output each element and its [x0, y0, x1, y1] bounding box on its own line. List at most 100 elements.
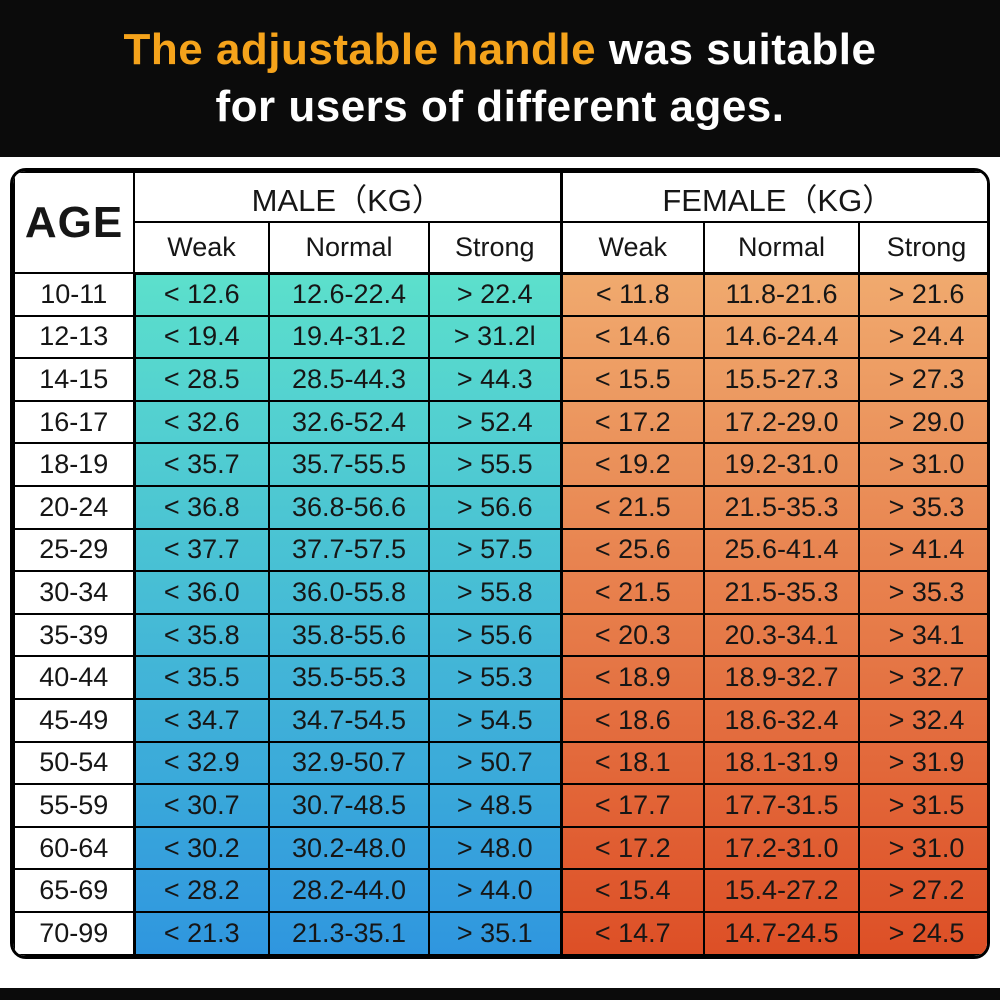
male-value-cell: > 48.5 [427, 783, 563, 828]
female-value-cell: > 29.0 [858, 399, 987, 445]
table-row: 60-64 < 30.2 30.2-48.0 > 48.0 < 17.2 17.2-31.… [13, 825, 987, 871]
male-value-cell: > 50.7 [427, 740, 563, 786]
female-value-cell: 18.6-32.4 [703, 697, 861, 743]
male-value-cell: < 35.7 [132, 442, 270, 487]
female-value-cell: 14.7-24.5 [703, 910, 861, 956]
male-value-cell: 32.6-52.4 [268, 399, 430, 445]
female-value-cell: 19.2-31.0 [703, 442, 861, 487]
male-value-cell: > 35.1 [427, 910, 563, 956]
female-value-cell: 18.1-31.9 [703, 740, 861, 786]
female-normal-header: Normal [703, 221, 861, 275]
male-value-cell: > 55.3 [427, 655, 563, 700]
title-line-1: The adjustable handle was suitable [124, 24, 877, 77]
title-line-2: for users of different ages. [215, 81, 785, 131]
female-value-cell: > 41.4 [858, 527, 987, 573]
male-value-cell: > 57.5 [427, 527, 563, 573]
male-value-cell: 19.4-31.2 [268, 314, 430, 360]
age-cell: 35-39 [13, 612, 135, 658]
female-value-cell: 21.5-35.3 [703, 484, 861, 530]
female-value-cell: > 32.4 [858, 697, 987, 743]
age-cell: 20-24 [13, 484, 135, 530]
female-value-cell: 21.5-35.3 [703, 570, 861, 615]
female-value-cell: > 35.3 [858, 570, 987, 615]
age-cell: 25-29 [13, 527, 135, 573]
female-value-cell: 18.9-32.7 [703, 655, 861, 700]
table-row: 10-11 < 12.6 12.6-22.4 > 22.4 < 11.8 11.8-21.… [13, 272, 987, 317]
female-value-cell: < 11.8 [559, 272, 706, 317]
male-group-header: MALE（KG） [132, 171, 563, 223]
male-weak-header: Weak [133, 221, 270, 275]
age-cell: 40-44 [13, 655, 135, 700]
male-value-cell: > 55.6 [427, 612, 563, 658]
female-value-cell: < 18.1 [559, 740, 706, 786]
age-cell: 65-69 [13, 868, 135, 913]
female-value-cell: < 21.5 [559, 570, 706, 615]
female-value-cell: < 17.7 [559, 783, 706, 828]
male-value-cell: > 54.5 [427, 697, 563, 743]
age-cell: 55-59 [13, 783, 135, 828]
group-header-row: AGE MALE（KG） FEMALE（KG） [13, 171, 987, 274]
female-value-cell: > 31.0 [858, 825, 987, 871]
male-value-cell: > 44.0 [427, 868, 563, 913]
male-value-cell: 34.7-54.5 [268, 697, 430, 743]
male-normal-header: Normal [268, 221, 430, 275]
female-weak-header: Weak [559, 221, 706, 275]
male-value-cell: < 21.3 [132, 910, 270, 956]
female-value-cell: > 31.5 [858, 783, 987, 828]
age-cell: 50-54 [13, 740, 135, 786]
female-value-cell: > 27.2 [858, 868, 987, 913]
age-cell: 45-49 [13, 697, 135, 743]
female-value-cell: 20.3-34.1 [703, 612, 861, 658]
table-row: 12-13 < 19.4 19.4-31.2 > 31.2l < 14.6 14.6-24… [13, 314, 987, 360]
male-value-cell: < 34.7 [132, 697, 270, 743]
title-rest: was suitable [596, 24, 877, 74]
table-row: 35-39 < 35.8 35.8-55.6 > 55.6 < 20.3 20.3-34.… [13, 612, 987, 658]
title-banner: The adjustable handle was suitable for u… [0, 0, 1000, 157]
female-value-cell: < 19.2 [559, 442, 706, 487]
male-value-cell: < 37.7 [132, 527, 270, 573]
table-body: 10-11 < 12.6 12.6-22.4 > 22.4 < 11.8 11.8-21.… [13, 272, 987, 956]
female-value-cell: 15.5-27.3 [703, 357, 861, 402]
male-value-cell: < 36.8 [132, 484, 270, 530]
male-value-cell: > 55.8 [427, 570, 563, 615]
male-value-cell: > 44.3 [427, 357, 563, 402]
female-value-cell: < 15.5 [559, 357, 706, 402]
male-value-cell: 28.5-44.3 [268, 357, 430, 402]
table-row: 45-49 < 34.7 34.7-54.5 > 54.5 < 18.6 18.6-32.… [13, 697, 987, 743]
male-value-cell: < 32.6 [132, 399, 270, 445]
male-value-cell: 36.0-55.8 [268, 570, 430, 615]
table-header: AGE MALE（KG） FEMALE（KG） Weak Normal Stro… [13, 171, 987, 275]
male-value-cell: 37.7-57.5 [268, 527, 430, 573]
female-value-cell: > 31.0 [858, 442, 987, 487]
female-value-cell: > 24.4 [858, 314, 987, 360]
female-value-cell: > 24.5 [858, 910, 987, 956]
male-value-cell: < 19.4 [132, 314, 270, 360]
age-cell: 16-17 [13, 399, 135, 445]
age-cell: 70-99 [13, 910, 135, 956]
male-value-cell: > 56.6 [427, 484, 563, 530]
male-value-cell: < 32.9 [132, 740, 270, 786]
male-value-cell: > 31.2l [427, 314, 563, 360]
table-row: 55-59 < 30.7 30.7-48.5 > 48.5 < 17.7 17.7-31.… [13, 783, 987, 828]
female-value-cell: < 17.2 [559, 825, 706, 871]
male-value-cell: < 12.6 [132, 272, 270, 317]
male-value-cell: 21.3-35.1 [268, 910, 430, 956]
male-value-cell: 30.7-48.5 [268, 783, 430, 828]
female-value-cell: 11.8-21.6 [703, 272, 861, 317]
male-value-cell: 28.2-44.0 [268, 868, 430, 913]
female-value-cell: < 14.7 [559, 910, 706, 956]
bottom-black-strip [0, 988, 1000, 1000]
age-column-header: AGE [13, 171, 135, 274]
male-value-cell: > 22.4 [427, 272, 563, 317]
female-value-cell: > 35.3 [858, 484, 987, 530]
sub-header-row: Weak Normal Strong Weak Normal Strong [14, 221, 987, 275]
male-value-cell: 32.9-50.7 [268, 740, 430, 786]
male-value-cell: 36.8-56.6 [268, 484, 430, 530]
male-value-cell: < 36.0 [132, 570, 270, 615]
table-row: 30-34 < 36.0 36.0-55.8 > 55.8 < 21.5 21.5-35.… [13, 570, 987, 615]
table-row: 25-29 < 37.7 37.7-57.5 > 57.5 < 25.6 25.6-41.… [13, 527, 987, 573]
table-row: 16-17 < 32.6 32.6-52.4 > 52.4 < 17.2 17.2-29.… [13, 399, 987, 445]
strength-table: AGE MALE（KG） FEMALE（KG） Weak Normal Stro… [13, 171, 987, 956]
male-value-cell: < 35.8 [132, 612, 270, 658]
male-value-cell: < 30.2 [132, 825, 270, 871]
